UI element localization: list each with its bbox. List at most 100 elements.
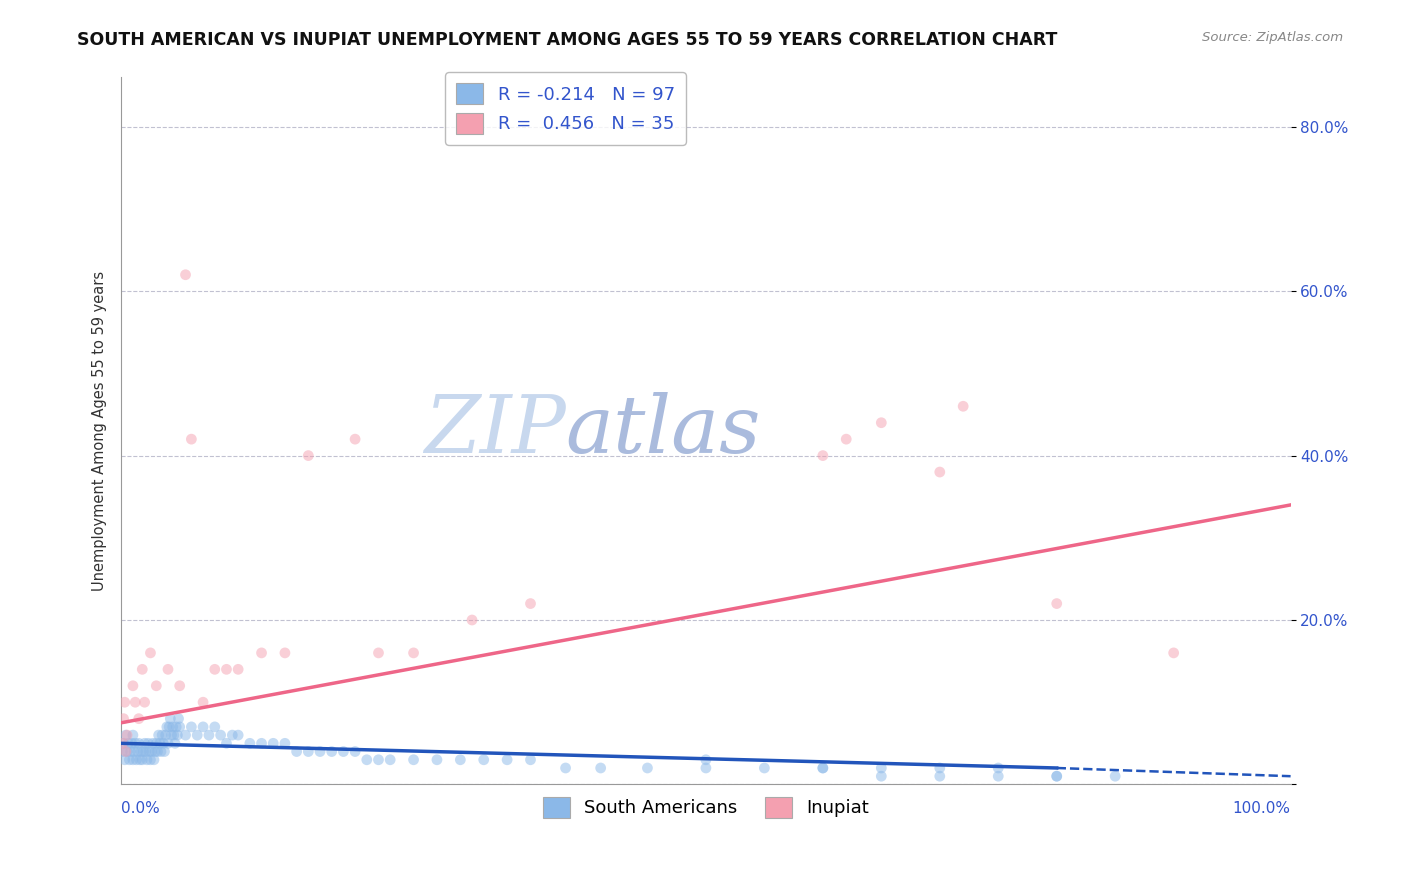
Point xyxy=(987,769,1010,783)
Point xyxy=(226,662,249,676)
Point xyxy=(519,753,541,767)
Point xyxy=(274,736,297,750)
Point xyxy=(191,695,214,709)
Point xyxy=(321,745,343,759)
Point xyxy=(163,728,186,742)
Point xyxy=(169,720,191,734)
Point xyxy=(870,761,893,775)
Point xyxy=(145,736,167,750)
Point xyxy=(285,745,308,759)
Point xyxy=(367,753,389,767)
Point xyxy=(136,736,159,750)
Point xyxy=(198,728,221,742)
Point xyxy=(870,769,893,783)
Point xyxy=(695,761,717,775)
Text: 0.0%: 0.0% xyxy=(121,801,160,815)
Point xyxy=(297,745,319,759)
Point xyxy=(157,720,180,734)
Point xyxy=(209,728,232,742)
Point xyxy=(1046,597,1069,611)
Point xyxy=(114,695,136,709)
Point xyxy=(150,728,173,742)
Point xyxy=(472,753,495,767)
Point xyxy=(134,695,156,709)
Point xyxy=(519,597,541,611)
Point xyxy=(160,728,183,742)
Point xyxy=(262,736,284,750)
Point xyxy=(636,761,658,775)
Point xyxy=(332,745,354,759)
Point xyxy=(122,753,145,767)
Point xyxy=(134,736,156,750)
Point xyxy=(356,753,378,767)
Point xyxy=(127,745,149,759)
Point xyxy=(155,728,177,742)
Point xyxy=(128,736,150,750)
Point xyxy=(141,745,163,759)
Point xyxy=(180,432,202,446)
Point xyxy=(835,432,858,446)
Point xyxy=(180,720,202,734)
Point xyxy=(128,712,150,726)
Point xyxy=(163,736,186,750)
Point xyxy=(811,449,834,463)
Point xyxy=(297,449,319,463)
Point xyxy=(952,399,974,413)
Point xyxy=(122,745,145,759)
Point xyxy=(139,753,162,767)
Point xyxy=(461,613,484,627)
Point xyxy=(250,736,273,750)
Point xyxy=(143,745,166,759)
Point xyxy=(166,728,188,742)
Point xyxy=(987,761,1010,775)
Point xyxy=(928,761,950,775)
Point xyxy=(112,712,135,726)
Point xyxy=(204,720,226,734)
Point xyxy=(122,728,145,742)
Point xyxy=(167,712,190,726)
Point xyxy=(162,720,184,734)
Point xyxy=(344,432,367,446)
Point xyxy=(928,769,950,783)
Point xyxy=(131,662,153,676)
Point xyxy=(1046,769,1069,783)
Point xyxy=(449,753,471,767)
Point xyxy=(138,745,160,759)
Point xyxy=(367,646,389,660)
Text: ZIP: ZIP xyxy=(423,392,565,470)
Point xyxy=(139,646,162,660)
Point xyxy=(115,745,138,759)
Point xyxy=(146,745,169,759)
Point xyxy=(215,662,238,676)
Point xyxy=(124,695,146,709)
Point xyxy=(928,465,950,479)
Point xyxy=(143,753,166,767)
Point xyxy=(149,745,172,759)
Point xyxy=(142,736,165,750)
Point xyxy=(554,761,576,775)
Point xyxy=(129,745,152,759)
Point xyxy=(344,745,367,759)
Point xyxy=(811,761,834,775)
Point xyxy=(156,662,179,676)
Legend: South Americans, Inupiat: South Americans, Inupiat xyxy=(536,789,876,825)
Point xyxy=(811,761,834,775)
Point xyxy=(114,753,136,767)
Point xyxy=(870,416,893,430)
Text: atlas: atlas xyxy=(565,392,761,470)
Point xyxy=(111,736,134,750)
Point xyxy=(496,753,519,767)
Point xyxy=(589,761,612,775)
Point xyxy=(754,761,776,775)
Point xyxy=(169,679,191,693)
Text: SOUTH AMERICAN VS INUPIAT UNEMPLOYMENT AMONG AGES 55 TO 59 YEARS CORRELATION CHA: SOUTH AMERICAN VS INUPIAT UNEMPLOYMENT A… xyxy=(77,31,1057,49)
Point xyxy=(131,753,153,767)
Point xyxy=(186,728,208,742)
Point xyxy=(152,736,174,750)
Point xyxy=(191,720,214,734)
Point xyxy=(215,736,238,750)
Point xyxy=(426,753,449,767)
Point xyxy=(274,646,297,660)
Point xyxy=(174,268,197,282)
Point xyxy=(239,736,262,750)
